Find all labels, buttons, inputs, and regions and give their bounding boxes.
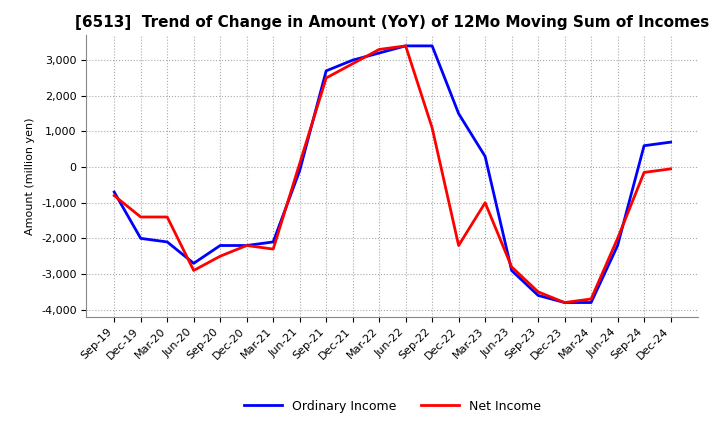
Net Income bbox=[428, 125, 436, 131]
Ordinary Income bbox=[401, 43, 410, 48]
Ordinary Income bbox=[428, 43, 436, 48]
Ordinary Income bbox=[508, 268, 516, 273]
Net Income bbox=[322, 75, 330, 81]
Line: Ordinary Income: Ordinary Income bbox=[114, 46, 670, 303]
Ordinary Income bbox=[110, 189, 119, 194]
Ordinary Income bbox=[216, 243, 225, 248]
Title: [6513]  Trend of Change in Amount (YoY) of 12Mo Moving Sum of Incomes: [6513] Trend of Change in Amount (YoY) o… bbox=[76, 15, 709, 30]
Ordinary Income bbox=[560, 300, 569, 305]
Y-axis label: Amount (million yen): Amount (million yen) bbox=[25, 117, 35, 235]
Ordinary Income bbox=[322, 68, 330, 73]
Net Income bbox=[110, 193, 119, 198]
Ordinary Income bbox=[454, 111, 463, 116]
Ordinary Income bbox=[481, 154, 490, 159]
Net Income bbox=[163, 214, 171, 220]
Legend: Ordinary Income, Net Income: Ordinary Income, Net Income bbox=[239, 395, 546, 418]
Ordinary Income bbox=[189, 260, 198, 266]
Ordinary Income bbox=[587, 300, 595, 305]
Ordinary Income bbox=[534, 293, 542, 298]
Net Income bbox=[454, 243, 463, 248]
Ordinary Income bbox=[375, 51, 384, 56]
Net Income bbox=[243, 243, 251, 248]
Ordinary Income bbox=[666, 139, 675, 145]
Net Income bbox=[348, 61, 357, 66]
Net Income bbox=[481, 200, 490, 205]
Net Income bbox=[613, 236, 622, 241]
Net Income bbox=[216, 253, 225, 259]
Ordinary Income bbox=[348, 58, 357, 63]
Ordinary Income bbox=[269, 239, 277, 245]
Net Income bbox=[587, 296, 595, 301]
Net Income bbox=[666, 166, 675, 172]
Net Income bbox=[189, 268, 198, 273]
Net Income bbox=[508, 264, 516, 270]
Net Income bbox=[295, 161, 304, 166]
Net Income bbox=[136, 214, 145, 220]
Ordinary Income bbox=[163, 239, 171, 245]
Ordinary Income bbox=[613, 243, 622, 248]
Ordinary Income bbox=[640, 143, 649, 148]
Net Income bbox=[534, 289, 542, 294]
Ordinary Income bbox=[243, 243, 251, 248]
Line: Net Income: Net Income bbox=[114, 46, 670, 303]
Net Income bbox=[640, 170, 649, 175]
Net Income bbox=[375, 47, 384, 52]
Ordinary Income bbox=[136, 236, 145, 241]
Net Income bbox=[269, 246, 277, 252]
Ordinary Income bbox=[295, 168, 304, 173]
Net Income bbox=[401, 43, 410, 48]
Net Income bbox=[560, 300, 569, 305]
